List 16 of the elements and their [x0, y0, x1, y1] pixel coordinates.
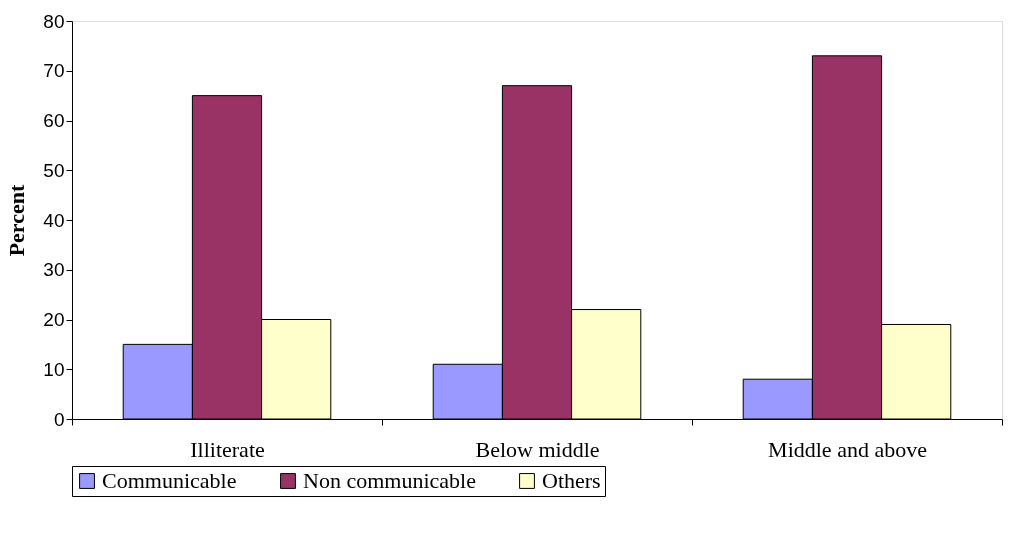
legend-label: Non communicable: [303, 468, 476, 493]
x-tick-label: Middle and above: [768, 436, 927, 462]
y-axis-title: Percent: [4, 184, 30, 257]
y-tick-label: 30: [43, 259, 65, 281]
y-tick-label: 10: [43, 358, 65, 380]
y-tick-label: 70: [43, 60, 65, 82]
legend-label: Communicable: [102, 468, 237, 493]
y-tick-label: 20: [43, 309, 65, 330]
x-tick-label: Below middle: [475, 436, 600, 462]
y-tick-label: 50: [43, 159, 65, 181]
y-tick-label: 60: [43, 110, 65, 131]
x-tick-label: Illiterate: [190, 436, 265, 462]
y-tick-label: 80: [43, 10, 65, 32]
y-tick-label: 0: [53, 408, 65, 430]
legend-label: Others: [542, 468, 601, 493]
y-tick-label: 40: [43, 209, 65, 231]
